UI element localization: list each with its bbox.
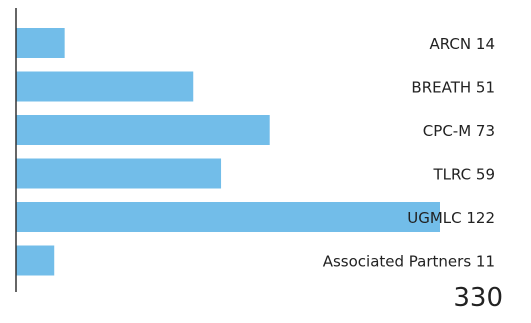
bar-label: ARCN 14 — [430, 35, 496, 53]
bar-group — [16, 28, 440, 276]
bar-label: TLRC 59 — [432, 166, 495, 184]
bar-label: Associated Partners 11 — [323, 253, 495, 271]
bar-label: CPC-M 73 — [423, 122, 495, 140]
total-value: 330 — [453, 283, 503, 313]
label-group: ARCN 14 BREATH 51 CPC-M 73 TLRC 59 UGMLC 122… — [323, 35, 495, 271]
bar-tlrc — [16, 158, 222, 189]
bar-breath — [16, 71, 194, 102]
bar-arcn — [16, 28, 65, 58]
bar-label: UGMLC 122 — [407, 209, 495, 227]
bar-cpc-m — [16, 115, 270, 145]
bar-ugmlc — [16, 202, 440, 232]
bar-label: BREATH 51 — [411, 79, 495, 97]
bar-associated-partners — [16, 245, 55, 276]
